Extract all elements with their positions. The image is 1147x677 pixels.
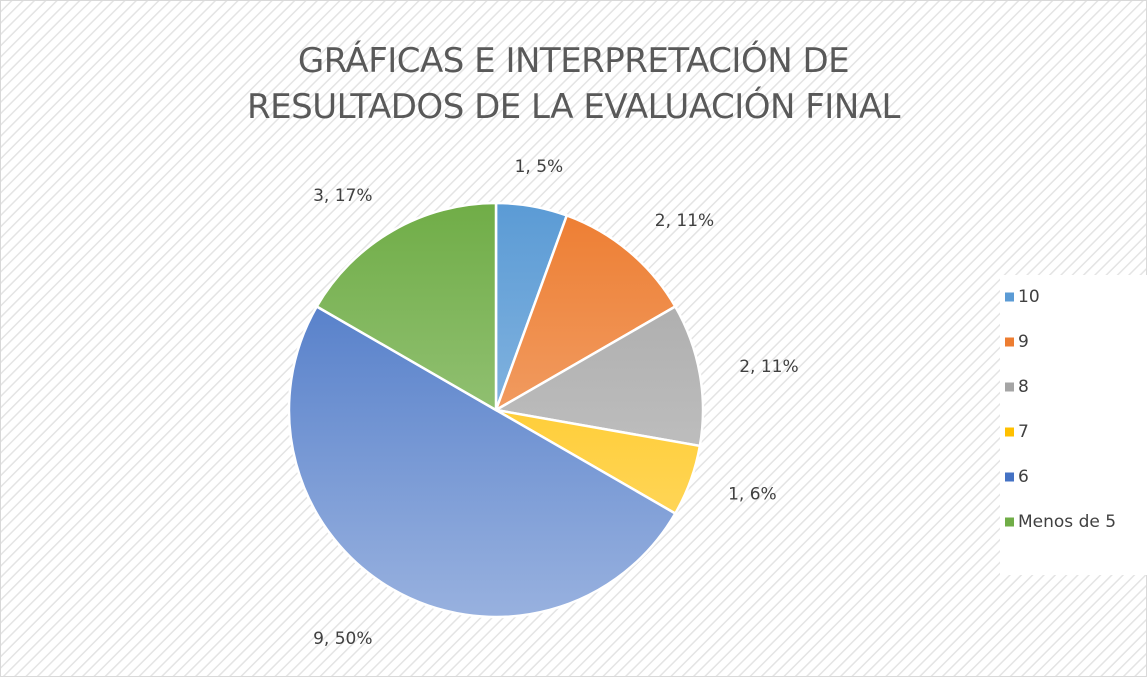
legend-label: 7: [1018, 422, 1029, 442]
pie-slice: [287, 304, 677, 619]
pie-slice: [492, 304, 705, 448]
legend-swatch: [1005, 337, 1014, 347]
legend-box: [1000, 275, 1147, 575]
pie-slice: [493, 213, 677, 413]
data-label: 9, 50%: [313, 629, 372, 649]
data-label: 2, 11%: [739, 357, 798, 377]
chart-title: GRÁFICAS E INTERPRETACIÓN DE RESULTADOS …: [247, 41, 900, 127]
data-label: 3, 17%: [313, 186, 372, 206]
data-label: 1, 5%: [515, 157, 564, 177]
pie-slice: [315, 201, 498, 413]
legend-swatch: [1005, 382, 1014, 392]
legend-swatch: [1005, 472, 1014, 482]
legend-label: Menos de 5: [1018, 512, 1116, 532]
data-label: 2, 11%: [655, 211, 714, 231]
legend-swatch: [1005, 427, 1014, 437]
legend-label: 9: [1018, 332, 1029, 352]
chart-title-box: GRÁFICAS E INTERPRETACIÓN DE RESULTADOS …: [0, 38, 1147, 130]
legend-swatch: [1005, 517, 1014, 527]
legend-label: 10: [1018, 287, 1040, 307]
legend-label: 6: [1018, 467, 1029, 487]
legend-swatch: [1005, 292, 1014, 302]
legend-label: 8: [1018, 377, 1029, 397]
data-label: 1, 6%: [728, 484, 777, 504]
